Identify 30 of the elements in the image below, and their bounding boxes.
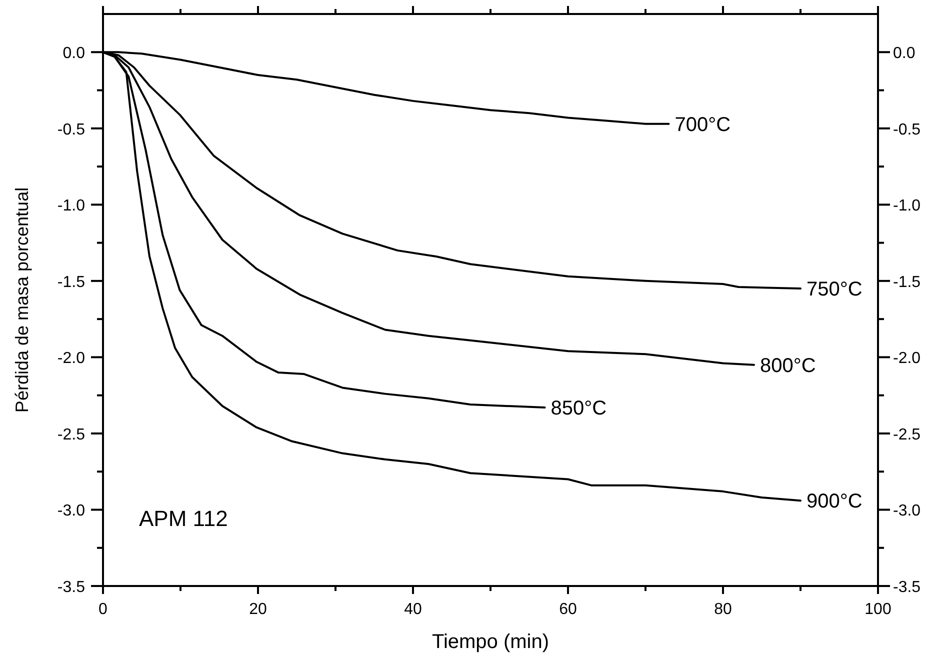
series-label: 700°C [674, 114, 731, 136]
y-tick-label: -1.0 [57, 198, 86, 215]
x-axis-title: Tiempo (min) [432, 631, 550, 653]
y-tick-label: -3.0 [57, 502, 86, 520]
series-label: 750°C [806, 278, 862, 301]
x-tick-label: 0 [98, 601, 108, 618]
y-tick-label: -2.5 [57, 426, 86, 444]
y2-tick-label: -1.0 [893, 198, 921, 215]
y2-tick-label: -3.0 [893, 502, 921, 520]
y2-tick-label: -0.5 [893, 121, 921, 138]
y-axis-title: Pérdida de masa porcentual [12, 187, 32, 413]
series-label: 900°C [806, 490, 862, 513]
series-label: 850°C [550, 398, 607, 420]
x-tick-label: 80 [714, 601, 732, 618]
y-tick-label: -3.5 [57, 579, 86, 596]
y2-tick-label: -1.5 [893, 274, 921, 291]
y2-tick-label: -2.5 [893, 426, 921, 444]
y2-tick-label: -2.0 [893, 350, 921, 368]
series-label: 800°C [760, 354, 816, 377]
y2-tick-label: 0.0 [893, 45, 916, 62]
x-tick-label: 100 [864, 601, 892, 618]
y-tick-label: -2.0 [57, 350, 86, 368]
x-tick-label: 40 [404, 601, 422, 618]
y-tick-label: -0.5 [57, 121, 86, 138]
annotation: APM 112 [139, 506, 228, 531]
x-tick-label: 20 [249, 601, 267, 618]
y-tick-label: -1.5 [57, 274, 86, 291]
y-tick-label: 0.0 [62, 45, 86, 62]
x-tick-label: 60 [559, 601, 577, 618]
y2-tick-label: -3.5 [893, 579, 921, 596]
